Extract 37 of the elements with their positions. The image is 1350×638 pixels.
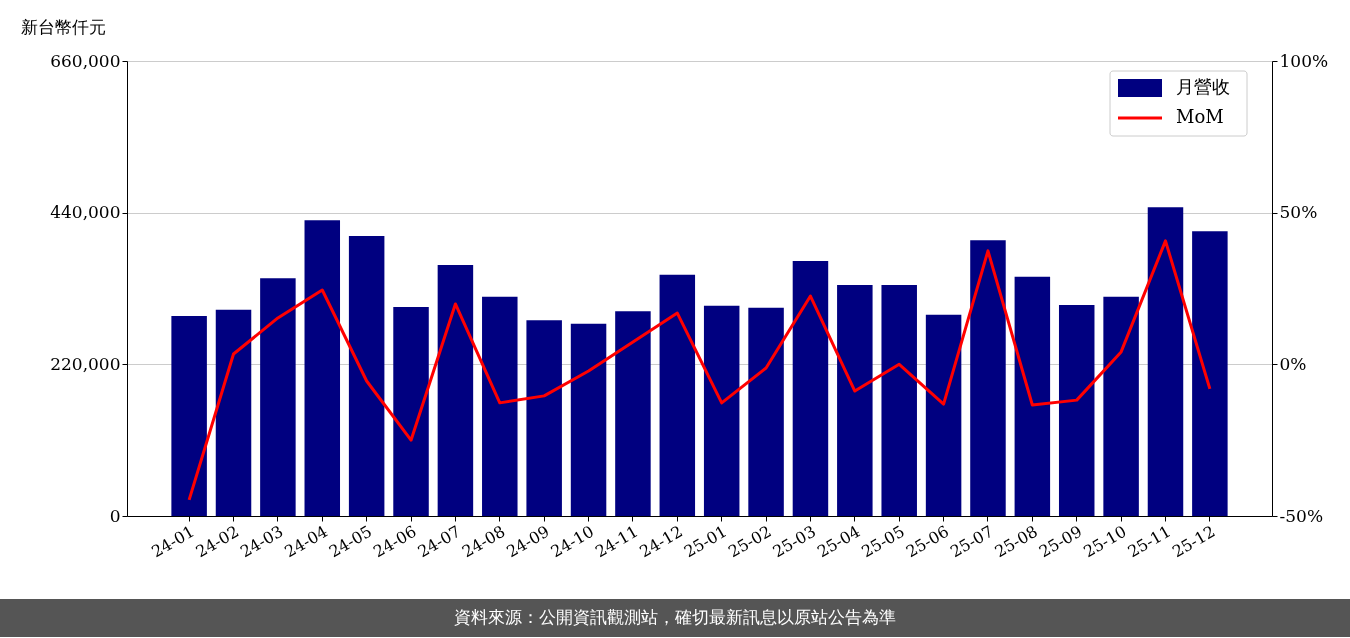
y-tick-label: 660,000 bbox=[50, 50, 121, 71]
bar bbox=[1192, 231, 1228, 516]
legend-label: MoM bbox=[1176, 106, 1224, 127]
bar bbox=[482, 296, 518, 516]
bar bbox=[837, 285, 873, 516]
bar bbox=[703, 305, 740, 516]
bar bbox=[526, 320, 562, 516]
bar bbox=[1058, 305, 1095, 516]
bar bbox=[1014, 276, 1051, 516]
bar bbox=[615, 311, 651, 516]
line-series bbox=[187, 239, 1212, 502]
bar bbox=[260, 278, 296, 516]
bar bbox=[393, 307, 429, 516]
bar bbox=[881, 285, 917, 516]
y2-tick-label: -50% bbox=[1279, 505, 1324, 526]
bar bbox=[304, 220, 341, 516]
bar bbox=[925, 314, 962, 516]
source-note: 資料來源：公開資訊觀測站，確切最新訊息以原站公告為準 bbox=[454, 607, 896, 627]
y2-tick-label: 0% bbox=[1279, 353, 1307, 374]
legend-label: 月營收 bbox=[1176, 76, 1230, 97]
bar bbox=[570, 323, 607, 516]
bar bbox=[659, 274, 696, 516]
y-tick-label: 440,000 bbox=[50, 202, 121, 223]
bar bbox=[748, 307, 784, 516]
bar bbox=[792, 260, 829, 516]
bar bbox=[215, 309, 252, 516]
y-tick-label: 220,000 bbox=[50, 353, 121, 374]
y2-tick-label: 100% bbox=[1279, 50, 1329, 71]
bar bbox=[437, 265, 474, 516]
y-tick-label: 0 bbox=[109, 505, 121, 526]
bar bbox=[348, 236, 385, 516]
y-axis-title: 新台幣仟元 bbox=[20, 16, 106, 37]
bar bbox=[171, 316, 207, 516]
bar bbox=[1103, 296, 1139, 516]
bar bbox=[1147, 207, 1184, 516]
bar bbox=[970, 240, 1006, 516]
y2-tick-label: 50% bbox=[1279, 202, 1318, 223]
